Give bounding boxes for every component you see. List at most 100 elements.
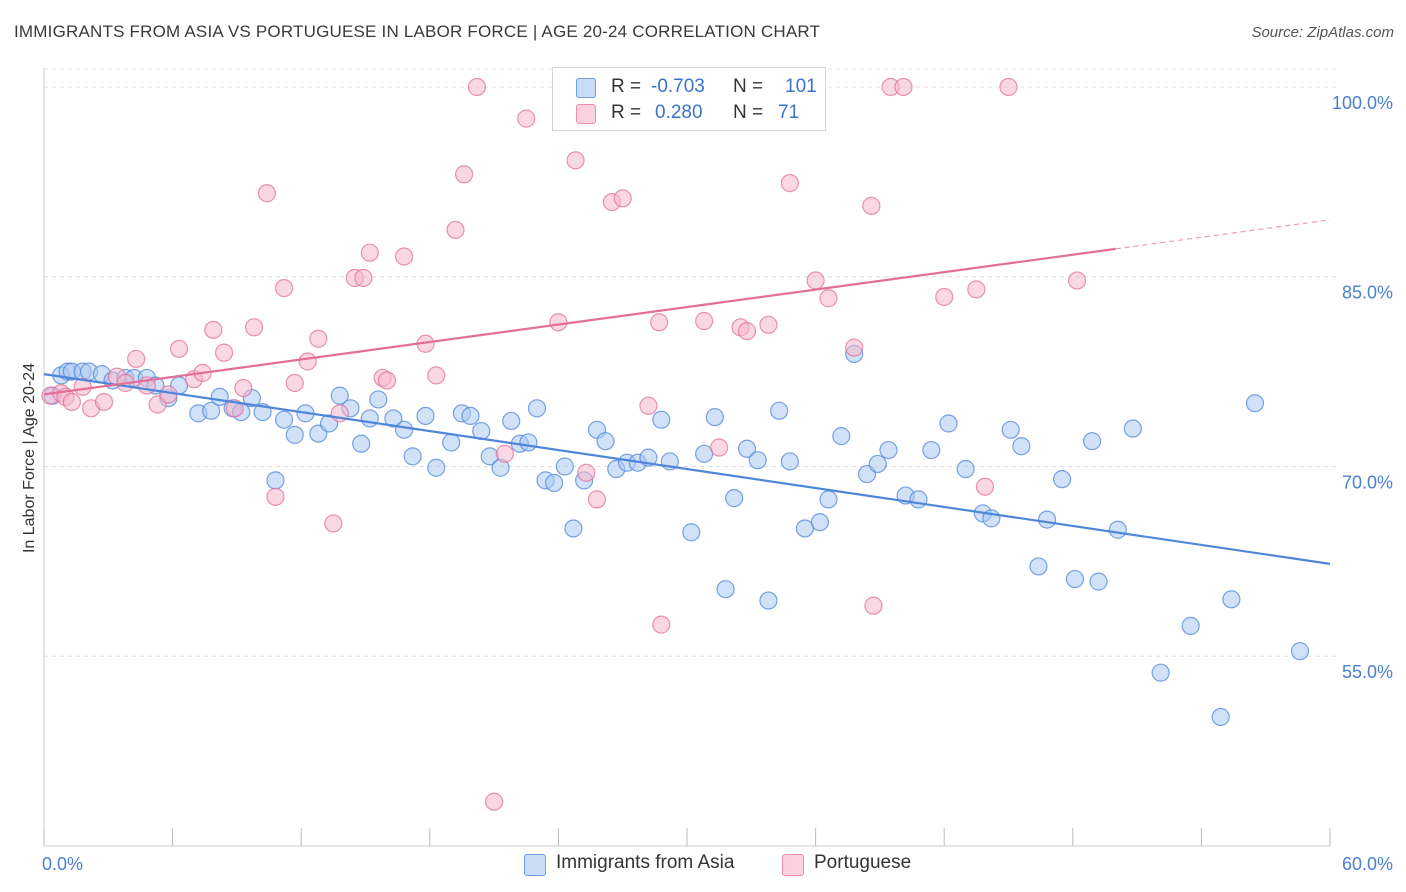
asia-point: [519, 433, 538, 452]
portuguese-point: [73, 377, 92, 396]
legend-n-value: 101: [785, 76, 817, 97]
portuguese-point: [845, 338, 864, 357]
portuguese-point: [454, 165, 474, 184]
portuguese-point: [446, 220, 465, 240]
portuguese-point: [285, 373, 304, 393]
bottom-legend-label-portuguese: Portuguese: [814, 852, 912, 873]
asia-point: [394, 420, 414, 439]
portuguese-point: [298, 352, 317, 371]
tick-labels: 100.0% 85.0% 70.0% 55.0% 0.0% 60.0%: [42, 93, 1393, 874]
asia-point: [682, 523, 701, 542]
y-tick-label: 55.0%: [1342, 662, 1393, 682]
asia-point: [1065, 569, 1085, 589]
portuguese-point: [864, 596, 883, 615]
portuguese-point: [324, 514, 343, 533]
asia-point: [909, 490, 928, 509]
portuguese-point: [354, 268, 373, 288]
portuguese-point: [935, 287, 954, 307]
portuguese-point: [806, 271, 825, 290]
portuguese-point: [737, 322, 757, 341]
portuguese-point: [517, 109, 536, 128]
legend-swatch-portuguese: [576, 104, 596, 124]
asia-point: [285, 425, 304, 444]
x-tick-label: 0.0%: [42, 854, 83, 874]
asia-point: [555, 457, 574, 476]
asia-point: [1151, 663, 1170, 682]
asia-point: [274, 410, 294, 429]
portuguese-point: [894, 77, 913, 97]
asia-point: [202, 401, 221, 420]
portuguese-point: [710, 438, 729, 457]
asia-point: [759, 591, 778, 610]
legend-r-value: 0.280: [655, 102, 703, 123]
portuguese-point: [244, 318, 264, 337]
portuguese-point: [862, 196, 881, 215]
portuguese-point: [225, 399, 244, 418]
legend-row-asia: R = -0.703 N = 101: [553, 74, 825, 102]
bottom-legend-swatch-portuguese: [782, 854, 804, 876]
portuguese-point: [467, 77, 487, 97]
portuguese-trend-line: [43, 247, 1116, 396]
asia-point: [1029, 557, 1048, 576]
portuguese-point: [169, 339, 189, 358]
bottom-legend-swatch-asia: [524, 854, 546, 876]
y-tick-label: 85.0%: [1342, 283, 1393, 303]
bottom-legend-label-asia: Immigrants from Asia: [556, 852, 735, 873]
asia-point: [939, 414, 958, 433]
asia-point: [266, 471, 285, 490]
asia-point: [748, 451, 767, 470]
asia-point: [1108, 520, 1127, 539]
portuguese-point: [485, 792, 504, 811]
asia-point: [1037, 510, 1057, 529]
asia-point: [330, 386, 349, 405]
portuguese-point: [94, 392, 114, 412]
y-tick-label: 100.0%: [1332, 93, 1393, 113]
asia-point: [770, 401, 789, 420]
legend-n-label: N =: [733, 102, 764, 123]
axes: [43, 68, 1331, 847]
asia-point: [1181, 616, 1200, 635]
portuguese-point: [577, 463, 596, 482]
y-tick-label: 70.0%: [1342, 472, 1393, 492]
legend-n-label: N =: [733, 76, 764, 97]
asia-point: [1222, 590, 1241, 609]
portuguese-point: [639, 396, 658, 415]
asia-point: [819, 490, 838, 509]
asia-point: [810, 513, 829, 532]
trend-lines: [43, 219, 1331, 565]
portuguese-point: [650, 313, 669, 332]
portuguese-point: [566, 151, 585, 170]
portuguese-point: [214, 343, 234, 362]
asia-point: [427, 458, 446, 477]
asia-point: [403, 447, 422, 466]
asia-point: [596, 432, 615, 451]
asia-point: [1245, 394, 1265, 413]
legend-n-value: 71: [778, 102, 800, 123]
portuguese-point: [266, 487, 285, 506]
asia-point: [1052, 470, 1072, 489]
portuguese-point: [257, 184, 277, 203]
asia-point: [360, 409, 379, 428]
source-label: Source: ZipAtlas.com: [1251, 24, 1394, 41]
asia-point: [442, 433, 461, 452]
asia-trend-line: [43, 373, 1331, 565]
portuguese-point: [427, 366, 446, 385]
portuguese-point: [127, 349, 146, 369]
portuguese-point: [549, 313, 568, 332]
asia-point: [564, 519, 583, 538]
portuguese-point: [652, 615, 671, 634]
portuguese-point: [967, 280, 986, 299]
legend-r-label: R =: [611, 102, 642, 123]
asia-point: [922, 440, 941, 460]
legend-row-portuguese: R = 0.280 N = 71: [553, 100, 825, 128]
asia-point: [416, 406, 435, 425]
portuguese-point: [587, 490, 607, 509]
asia-point: [879, 440, 898, 460]
grid-lines: [44, 68, 1338, 657]
asia-point: [1123, 419, 1142, 438]
series-portuguese-points: [41, 77, 1087, 811]
portuguese-point: [394, 247, 414, 266]
asia-point: [502, 411, 521, 431]
asia-point: [652, 410, 671, 429]
